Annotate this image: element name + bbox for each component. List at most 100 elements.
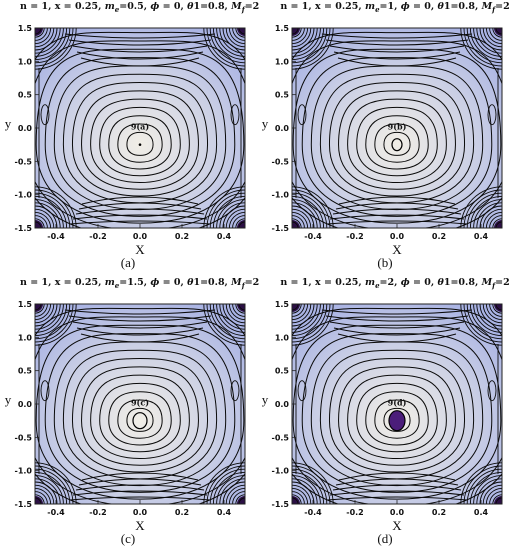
contour-line bbox=[72, 45, 208, 53]
contour-line bbox=[72, 321, 208, 329]
contour-line bbox=[326, 220, 468, 225]
center-filled-loop bbox=[388, 410, 406, 432]
side-loop bbox=[297, 104, 307, 126]
y-tick-label: 0.5 bbox=[275, 91, 290, 100]
contour-line bbox=[99, 382, 181, 453]
y-tick-label: 0.0 bbox=[18, 124, 33, 133]
contour-line bbox=[64, 33, 216, 39]
contour-line bbox=[338, 90, 456, 190]
contour-line bbox=[292, 324, 502, 500]
x-tick-label: 0.4 bbox=[217, 232, 232, 241]
contour-line bbox=[335, 202, 459, 210]
center-loop bbox=[132, 412, 148, 430]
x-tick-label: 0.2 bbox=[175, 508, 189, 517]
contour-line bbox=[292, 40, 502, 228]
contour-line bbox=[99, 106, 181, 177]
x-tick-label: 0.0 bbox=[133, 232, 148, 241]
x-tick-label: 0.0 bbox=[390, 508, 405, 517]
panel-caption: (c) bbox=[120, 531, 136, 546]
y-tick-label: -0.5 bbox=[15, 157, 33, 166]
contour-line bbox=[328, 82, 466, 197]
x-tick-label: -0.4 bbox=[47, 232, 65, 241]
contour-line bbox=[108, 391, 172, 446]
x-tick-label: 0.0 bbox=[390, 232, 405, 241]
contour-line bbox=[81, 366, 199, 466]
y-tick-label: -1.5 bbox=[15, 500, 33, 509]
x-tick-label: -0.2 bbox=[89, 508, 107, 517]
x-tick-label: -0.4 bbox=[304, 508, 322, 517]
contour-line bbox=[356, 106, 438, 177]
x-tick-label: -0.2 bbox=[89, 232, 107, 241]
contour-line bbox=[90, 374, 190, 460]
y-tick-label: -1.0 bbox=[272, 467, 290, 476]
y-tick-label: 0.5 bbox=[18, 91, 33, 100]
y-tick-label: -1.5 bbox=[272, 224, 290, 233]
panel-caption: (a) bbox=[120, 255, 136, 270]
contour-line bbox=[329, 214, 465, 220]
x-axis-label: X bbox=[135, 518, 145, 533]
contour-line bbox=[78, 202, 202, 210]
contour-line bbox=[35, 31, 245, 228]
contour-plot: 9(c) -0.4 -0.2 0.0 0.2 0.4 -1.5 -1.0 -0.5 0.0 0.5 1… bbox=[5, 300, 246, 533]
contour-line bbox=[68, 315, 212, 322]
x-axis-label: X bbox=[392, 242, 402, 257]
x-tick-label: -0.2 bbox=[346, 508, 364, 517]
contour-line bbox=[328, 358, 466, 473]
contour-line bbox=[75, 208, 205, 215]
contour-line bbox=[333, 51, 461, 60]
contour-line bbox=[292, 307, 502, 504]
y-tick-label: 0.0 bbox=[18, 400, 33, 409]
y-tick-label: 0.5 bbox=[275, 367, 290, 376]
plot-annotation: 9(d) bbox=[388, 398, 407, 408]
contour-line bbox=[80, 333, 200, 343]
contour-line bbox=[81, 472, 199, 481]
x-tick-label: -0.4 bbox=[304, 232, 322, 241]
y-tick-label: -0.5 bbox=[15, 433, 33, 442]
y-tick-label: -1.0 bbox=[272, 191, 290, 200]
y-tick-label: 1.5 bbox=[18, 24, 33, 33]
y-axis-label: y bbox=[5, 116, 12, 131]
y-tick-label: -1.0 bbox=[15, 467, 33, 476]
contour-plot: 9(b) -0.4 -0.2 0.0 0.2 0.4 -1.5 -1.0 -0.5 0.0 0.5 1… bbox=[262, 24, 503, 257]
plot-background bbox=[292, 304, 502, 504]
contour-line bbox=[329, 321, 465, 329]
panel-caption: (d) bbox=[377, 531, 393, 546]
panel-title: n = 1, x = 0.25, me=1.5, ϕ = 0, θ1=0.8, … bbox=[20, 277, 260, 290]
x-tick-label: 0.4 bbox=[474, 232, 489, 241]
contour-line bbox=[338, 366, 456, 466]
contour-line bbox=[335, 478, 459, 486]
contour-line bbox=[332, 484, 462, 491]
contour-line bbox=[337, 333, 457, 343]
contour-line bbox=[332, 208, 462, 215]
y-tick-label: 0.0 bbox=[275, 400, 290, 409]
y-tick-label: 0.5 bbox=[18, 367, 33, 376]
contour-line bbox=[329, 490, 465, 496]
contour-line bbox=[64, 309, 216, 315]
contour-line bbox=[35, 316, 245, 504]
contour-line bbox=[69, 496, 211, 501]
y-tick-label: 1.0 bbox=[275, 57, 290, 66]
contour-line bbox=[383, 131, 411, 156]
plot-background bbox=[292, 28, 502, 228]
contour-line bbox=[126, 131, 154, 156]
panel-b: n = 1, x = 0.25, me=1, ϕ = 0, θ1=0.8, Mf… bbox=[257, 0, 513, 275]
contour-line bbox=[321, 309, 473, 315]
x-tick-label: 0.4 bbox=[217, 508, 232, 517]
y-tick-label: 1.5 bbox=[275, 24, 290, 33]
y-tick-label: 1.0 bbox=[18, 57, 33, 66]
contour-line bbox=[337, 57, 457, 67]
center-dot bbox=[138, 143, 142, 146]
y-axis-label: y bbox=[262, 116, 269, 131]
contour-line bbox=[356, 382, 438, 453]
contour-line bbox=[325, 39, 469, 46]
plot-background bbox=[35, 28, 245, 228]
x-axis-label: X bbox=[392, 518, 402, 533]
x-tick-label: -0.4 bbox=[47, 508, 65, 517]
contour-plot: 9(a) -0.4 -0.2 0.0 0.2 0.4 -1.5 -1.0 -0.5 0.0 0.5 1… bbox=[5, 24, 246, 257]
contour-line bbox=[347, 374, 447, 460]
contour-line bbox=[117, 123, 163, 163]
contour-line bbox=[383, 407, 411, 432]
panel-title: n = 1, x = 0.25, me=2, ϕ = 0, θ1=0.8, Mf… bbox=[280, 277, 510, 290]
contour-line bbox=[78, 478, 202, 486]
contour-line bbox=[365, 115, 429, 170]
